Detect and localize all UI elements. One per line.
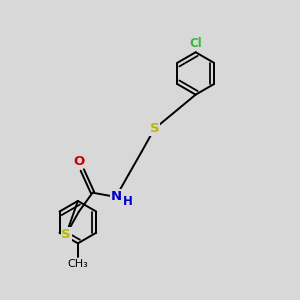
Text: H: H: [122, 195, 132, 208]
Text: CH₃: CH₃: [68, 259, 88, 269]
Text: S: S: [61, 228, 71, 241]
Text: N: N: [111, 190, 122, 203]
Text: S: S: [150, 122, 159, 135]
Text: O: O: [73, 155, 84, 168]
Text: Cl: Cl: [190, 37, 203, 50]
